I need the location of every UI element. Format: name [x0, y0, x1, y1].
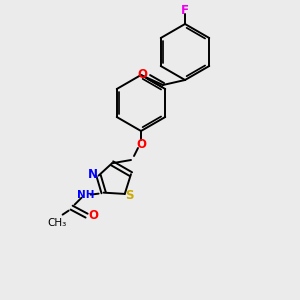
- Text: NH: NH: [77, 190, 94, 200]
- Text: S: S: [125, 189, 134, 203]
- Text: O: O: [137, 68, 147, 80]
- Text: O: O: [136, 137, 146, 151]
- Text: F: F: [181, 4, 189, 16]
- Text: CH₃: CH₃: [47, 218, 66, 228]
- Text: O: O: [88, 209, 99, 222]
- Text: N: N: [88, 168, 98, 181]
